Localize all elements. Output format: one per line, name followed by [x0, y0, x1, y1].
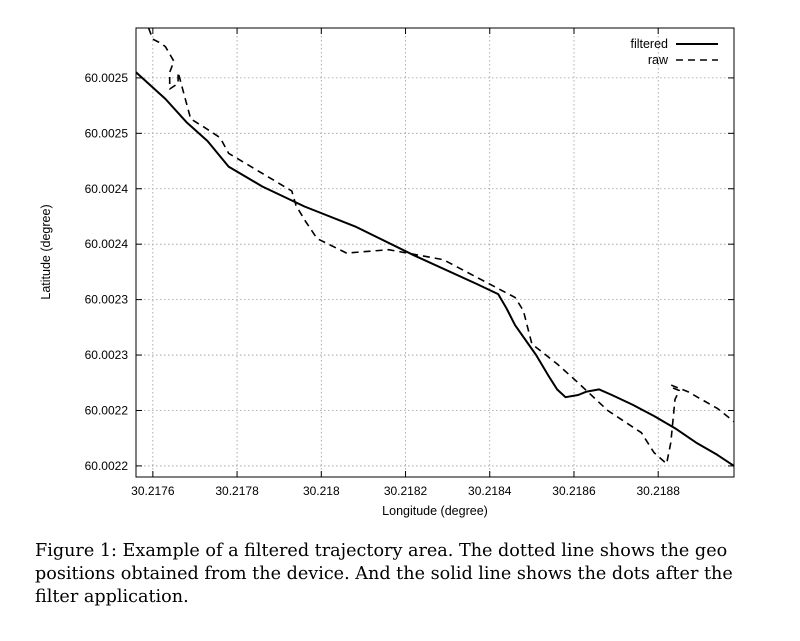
x-tick-label: 30.2186	[552, 484, 596, 498]
y-tick-label: 60.0025	[85, 71, 129, 85]
x-tick-label: 30.2176	[131, 484, 175, 498]
y-tick-label: 60.0023	[85, 293, 129, 307]
x-tick-label: 30.2182	[384, 484, 428, 498]
plot-frame	[135, 27, 735, 478]
y-tick-label: 60.0023	[85, 348, 129, 362]
x-tick-label: 30.218	[303, 484, 340, 498]
legend-label-filtered: filtered	[630, 37, 668, 51]
x-axis-label: Longitude (degree)	[382, 504, 488, 518]
y-tick-label: 60.0024	[85, 182, 129, 196]
series-line-raw	[147, 28, 734, 465]
y-tick-label: 60.0022	[85, 459, 129, 473]
figure-caption: Figure 1: Example of a filtered trajecto…	[35, 541, 733, 607]
grid-lines	[136, 28, 734, 477]
y-axis-ticks: 60.0022 60.0022 60.0023 60.0023 60.0024 60.00…	[85, 71, 734, 473]
legend-label-raw: raw	[648, 53, 669, 67]
y-tick-label: 60.0024	[85, 237, 129, 251]
x-tick-label: 30.2184	[468, 484, 512, 498]
y-tick-label: 60.0022	[85, 403, 129, 417]
series-layer	[136, 28, 734, 467]
y-tick-label: 60.0025	[85, 126, 129, 140]
series-line-filtered	[136, 71, 734, 467]
legend: filtered raw	[630, 37, 718, 67]
x-axis-ticks: 30.2176 30.2178 30.218 30.2182 30.2184 30.218…	[131, 28, 680, 498]
x-tick-label: 30.2188	[637, 484, 681, 498]
trajectory-chart: 30.2176 30.2178 30.218 30.2182 30.2184 30.218…	[39, 27, 735, 518]
x-tick-label: 30.2178	[215, 484, 259, 498]
y-axis-label: Latitude (degree)	[39, 204, 53, 299]
